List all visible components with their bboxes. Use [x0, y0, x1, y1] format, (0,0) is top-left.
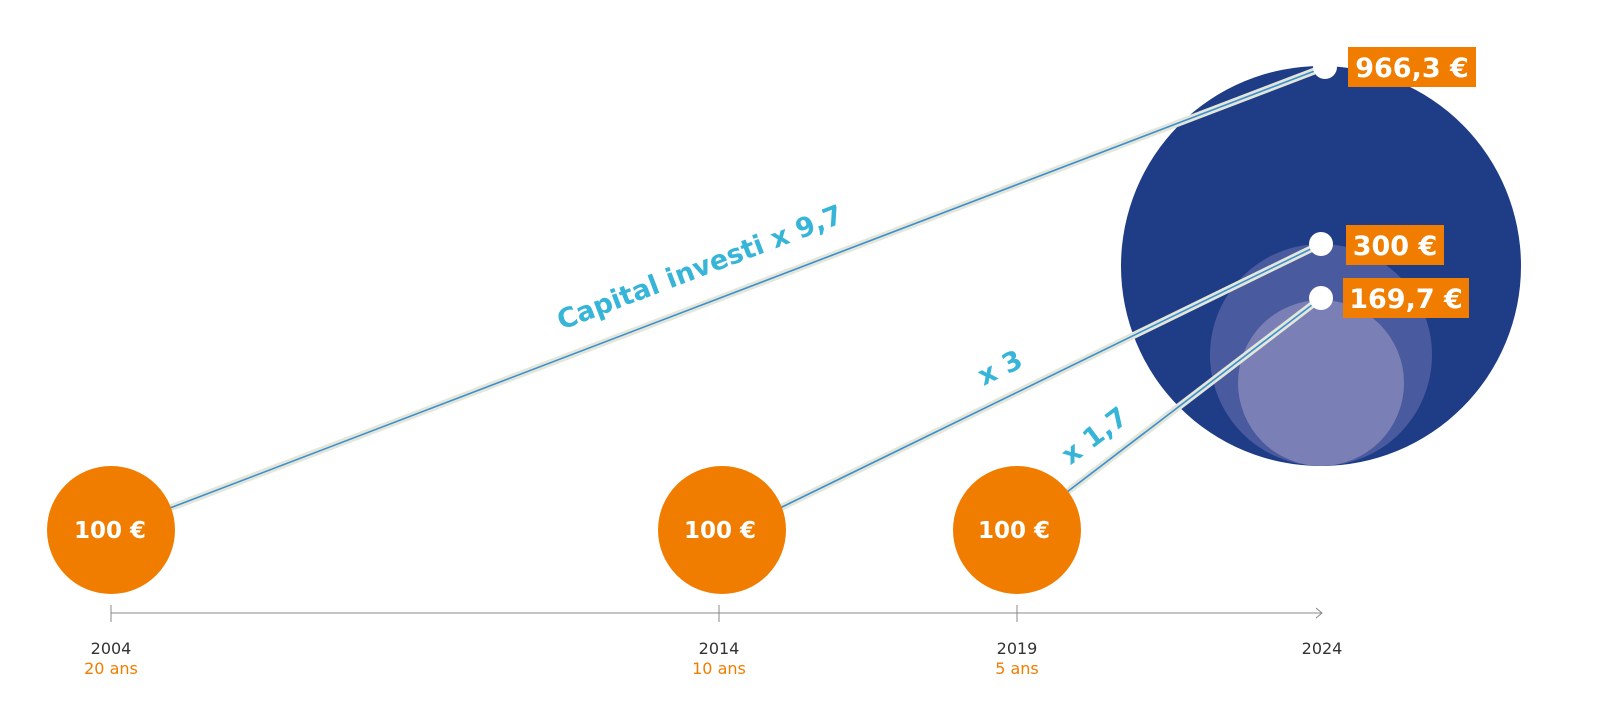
end-value-box-10-years [1346, 225, 1444, 265]
year-label-2014: 2014 [699, 639, 740, 658]
start-value-2004: 100 € [74, 518, 146, 544]
end-dot-5-years [1309, 286, 1333, 310]
year-label-2004: 2004 [91, 639, 132, 658]
end-value-10-years: 300 € [1353, 231, 1438, 262]
end-dot-10-years [1309, 232, 1333, 256]
start-value-2019: 100 € [978, 518, 1050, 544]
time-axis [110, 605, 1323, 622]
duration-label-2004: 20 ans [84, 659, 138, 678]
axis-arrow-icon [1315, 607, 1323, 619]
duration-label-2014: 10 ans [692, 659, 746, 678]
end-value-box-5-years [1343, 278, 1469, 318]
start-circle-2014 [658, 466, 786, 594]
year-label-2019: 2019 [997, 639, 1038, 658]
end-dot-20-years [1313, 55, 1337, 79]
bubble-5-years [1238, 300, 1404, 466]
multiplier-label-10-years: x 3 [973, 344, 1028, 392]
duration-label-2019: 5 ans [995, 659, 1039, 678]
start-circle-2019 [953, 466, 1081, 594]
end-value-20-years: 966,3 € [1355, 53, 1469, 84]
year-label-2024: 2024 [1302, 639, 1343, 658]
start-value-2014: 100 € [684, 518, 756, 544]
end-value-5-years: 169,7 € [1349, 284, 1463, 315]
start-circle-2004 [47, 466, 175, 594]
end-value-box-20-years [1348, 47, 1476, 87]
connector-5-years [1064, 295, 1324, 495]
connector-10-years [778, 240, 1323, 512]
connector-20-years [168, 63, 1327, 512]
multiplier-label-5-years: x 1,7 [1056, 401, 1134, 471]
